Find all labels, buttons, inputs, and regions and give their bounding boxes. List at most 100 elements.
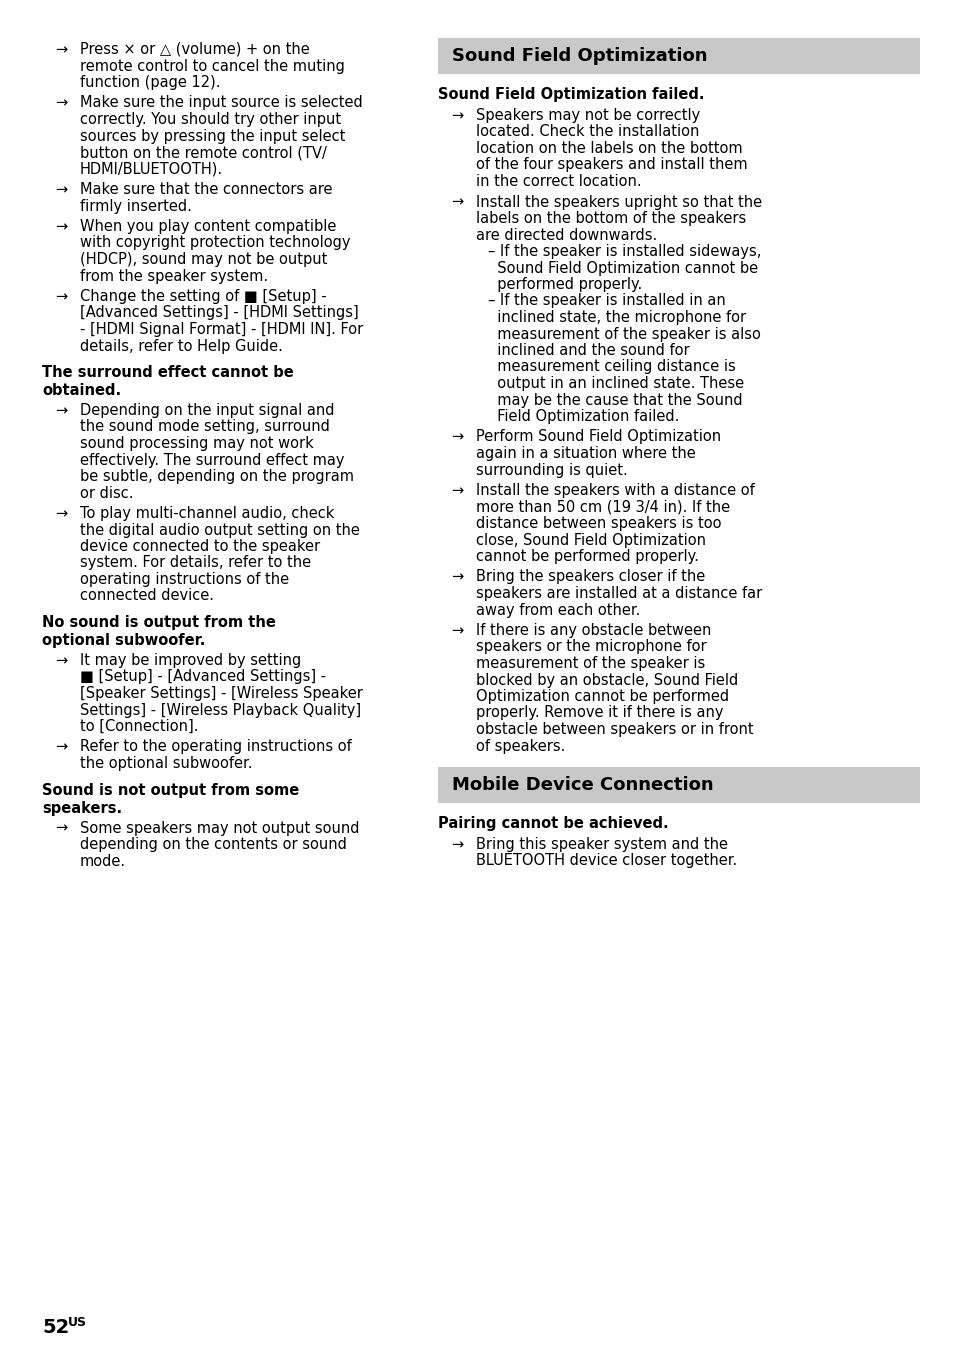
Text: may be the cause that the Sound: may be the cause that the Sound: [488, 392, 741, 407]
Text: more than 50 cm (19 3/4 in). If the: more than 50 cm (19 3/4 in). If the: [476, 499, 729, 514]
Text: Bring this speaker system and the: Bring this speaker system and the: [476, 837, 727, 852]
Text: →: →: [55, 821, 67, 836]
Text: →: →: [451, 109, 463, 123]
Text: No sound is output from the: No sound is output from the: [42, 615, 275, 630]
Text: surrounding is quiet.: surrounding is quiet.: [476, 463, 627, 478]
Text: speakers are installed at a distance far: speakers are installed at a distance far: [476, 586, 761, 601]
FancyBboxPatch shape: [437, 767, 919, 803]
Text: effectively. The surround effect may: effectively. The surround effect may: [80, 452, 344, 468]
Text: Change the setting of ■ [Setup] -: Change the setting of ■ [Setup] -: [80, 289, 326, 304]
Text: measurement of the speaker is also: measurement of the speaker is also: [488, 327, 760, 342]
Text: with copyright protection technology: with copyright protection technology: [80, 236, 350, 251]
Text: – If the speaker is installed sideways,: – If the speaker is installed sideways,: [488, 244, 760, 259]
Text: If there is any obstacle between: If there is any obstacle between: [476, 623, 711, 638]
Text: →: →: [55, 740, 67, 754]
Text: Make sure that the connectors are: Make sure that the connectors are: [80, 182, 333, 197]
Text: Install the speakers with a distance of: Install the speakers with a distance of: [476, 483, 754, 498]
Text: [Speaker Settings] - [Wireless Speaker: [Speaker Settings] - [Wireless Speaker: [80, 687, 362, 702]
Text: labels on the bottom of the speakers: labels on the bottom of the speakers: [476, 210, 745, 227]
Text: the sound mode setting, surround: the sound mode setting, surround: [80, 419, 330, 434]
Text: connected device.: connected device.: [80, 589, 213, 604]
Text: operating instructions of the: operating instructions of the: [80, 573, 289, 588]
Text: →: →: [55, 95, 67, 110]
Text: →: →: [55, 42, 67, 57]
Text: in the correct location.: in the correct location.: [476, 174, 641, 189]
Text: Depending on the input signal and: Depending on the input signal and: [80, 403, 335, 418]
Text: of speakers.: of speakers.: [476, 738, 565, 753]
Text: depending on the contents or sound: depending on the contents or sound: [80, 837, 347, 852]
Text: close, Sound Field Optimization: close, Sound Field Optimization: [476, 532, 705, 547]
Text: Press × or △ (volume) + on the: Press × or △ (volume) + on the: [80, 42, 310, 57]
Text: Pairing cannot be achieved.: Pairing cannot be achieved.: [437, 816, 668, 830]
Text: Sound Field Optimization: Sound Field Optimization: [452, 47, 707, 65]
Text: output in an inclined state. These: output in an inclined state. These: [488, 376, 743, 391]
FancyBboxPatch shape: [437, 38, 919, 75]
Text: Sound Field Optimization cannot be: Sound Field Optimization cannot be: [488, 261, 758, 275]
Text: speakers or the microphone for: speakers or the microphone for: [476, 639, 706, 654]
Text: obtained.: obtained.: [42, 383, 121, 398]
Text: →: →: [55, 218, 67, 233]
Text: →: →: [451, 570, 463, 585]
Text: It may be improved by setting: It may be improved by setting: [80, 653, 301, 668]
Text: performed properly.: performed properly.: [488, 277, 641, 292]
Text: properly. Remove it if there is any: properly. Remove it if there is any: [476, 706, 722, 721]
Text: the optional subwoofer.: the optional subwoofer.: [80, 756, 253, 771]
Text: To play multi-channel audio, check: To play multi-channel audio, check: [80, 506, 334, 521]
Text: details, refer to Help Guide.: details, refer to Help Guide.: [80, 338, 283, 354]
Text: to [Connection].: to [Connection].: [80, 719, 198, 734]
Text: Refer to the operating instructions of: Refer to the operating instructions of: [80, 740, 352, 754]
Text: away from each other.: away from each other.: [476, 603, 639, 617]
Text: sources by pressing the input select: sources by pressing the input select: [80, 129, 345, 144]
Text: Speakers may not be correctly: Speakers may not be correctly: [476, 109, 700, 123]
Text: →: →: [55, 653, 67, 668]
Text: firmly inserted.: firmly inserted.: [80, 198, 192, 213]
Text: The surround effect cannot be: The surround effect cannot be: [42, 365, 294, 380]
Text: →: →: [451, 623, 463, 638]
Text: Make sure the input source is selected: Make sure the input source is selected: [80, 95, 362, 110]
Text: blocked by an obstacle, Sound Field: blocked by an obstacle, Sound Field: [476, 673, 738, 688]
Text: →: →: [55, 403, 67, 418]
Text: speakers.: speakers.: [42, 801, 122, 816]
Text: →: →: [55, 182, 67, 197]
Text: function (page 12).: function (page 12).: [80, 75, 220, 90]
Text: cannot be performed properly.: cannot be performed properly.: [476, 550, 699, 565]
Text: Mobile Device Connection: Mobile Device Connection: [452, 776, 713, 794]
Text: Sound Field Optimization failed.: Sound Field Optimization failed.: [437, 87, 703, 102]
Text: US: US: [68, 1316, 87, 1329]
Text: →: →: [451, 430, 463, 445]
Text: →: →: [451, 483, 463, 498]
Text: measurement ceiling distance is: measurement ceiling distance is: [488, 360, 735, 375]
Text: be subtle, depending on the program: be subtle, depending on the program: [80, 470, 354, 484]
Text: Install the speakers upright so that the: Install the speakers upright so that the: [476, 194, 761, 209]
Text: HDMI/BLUETOOTH).: HDMI/BLUETOOTH).: [80, 161, 223, 176]
Text: 52: 52: [42, 1318, 70, 1337]
Text: Perform Sound Field Optimization: Perform Sound Field Optimization: [476, 430, 720, 445]
Text: the digital audio output setting on the: the digital audio output setting on the: [80, 522, 359, 537]
Text: Field Optimization failed.: Field Optimization failed.: [488, 408, 679, 423]
Text: or disc.: or disc.: [80, 486, 133, 501]
Text: of the four speakers and install them: of the four speakers and install them: [476, 157, 747, 172]
Text: inclined and the sound for: inclined and the sound for: [488, 343, 689, 358]
Text: mode.: mode.: [80, 854, 126, 868]
Text: Optimization cannot be performed: Optimization cannot be performed: [476, 689, 728, 704]
Text: BLUETOOTH device closer together.: BLUETOOTH device closer together.: [476, 854, 737, 868]
Text: - [HDMI Signal Format] - [HDMI IN]. For: - [HDMI Signal Format] - [HDMI IN]. For: [80, 322, 363, 337]
Text: remote control to cancel the muting: remote control to cancel the muting: [80, 58, 345, 73]
Text: Bring the speakers closer if the: Bring the speakers closer if the: [476, 570, 704, 585]
Text: optional subwoofer.: optional subwoofer.: [42, 632, 205, 649]
Text: inclined state, the microphone for: inclined state, the microphone for: [488, 309, 745, 324]
Text: →: →: [55, 506, 67, 521]
Text: →: →: [55, 289, 67, 304]
Text: →: →: [451, 194, 463, 209]
Text: are directed downwards.: are directed downwards.: [476, 228, 657, 243]
Text: correctly. You should try other input: correctly. You should try other input: [80, 113, 341, 128]
Text: distance between speakers is too: distance between speakers is too: [476, 516, 720, 531]
Text: again in a situation where the: again in a situation where the: [476, 446, 695, 461]
Text: system. For details, refer to the: system. For details, refer to the: [80, 555, 311, 570]
Text: Some speakers may not output sound: Some speakers may not output sound: [80, 821, 359, 836]
Text: →: →: [451, 837, 463, 852]
Text: When you play content compatible: When you play content compatible: [80, 218, 336, 233]
Text: (HDCP), sound may not be output: (HDCP), sound may not be output: [80, 252, 327, 267]
Text: located. Check the installation: located. Check the installation: [476, 125, 699, 140]
Text: device connected to the speaker: device connected to the speaker: [80, 539, 320, 554]
